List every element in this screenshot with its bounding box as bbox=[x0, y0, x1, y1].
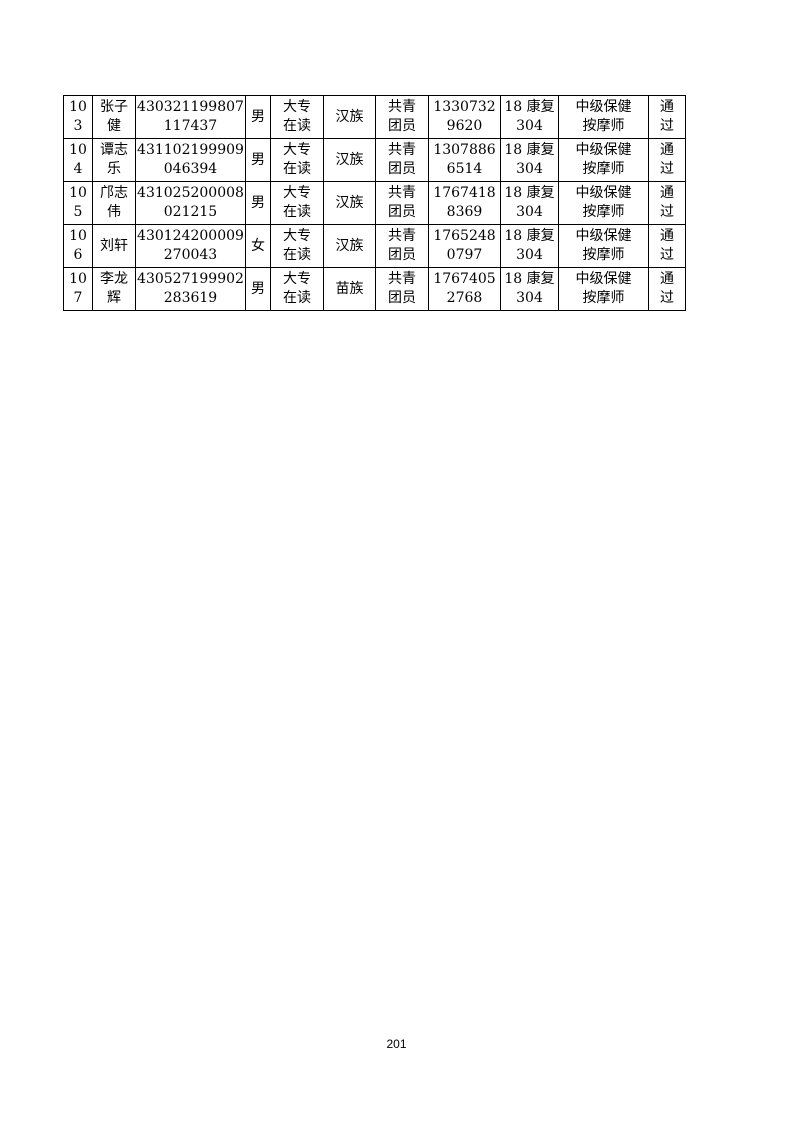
table-cell: 1767418 8369 bbox=[428, 181, 501, 225]
table-cell: 李龙 辉 bbox=[92, 267, 136, 311]
table-cell: 18 康复 304 bbox=[500, 181, 559, 225]
table-cell: 10 3 bbox=[63, 95, 93, 139]
table-cell: 通 过 bbox=[648, 267, 686, 311]
table-cell: 1765248 0797 bbox=[428, 224, 501, 268]
table-cell: 男 bbox=[245, 181, 271, 225]
table-row: 10 4 谭志 乐 431102199909 046394 男大专 在读 汉族 共青 团员… bbox=[63, 138, 686, 182]
table-cell: 大专 在读 bbox=[270, 267, 324, 311]
table-cell: 430124200009 270043 bbox=[135, 224, 246, 268]
table-cell: 1767405 2768 bbox=[428, 267, 501, 311]
table-cell: 汉族 bbox=[323, 138, 376, 182]
page-number: 201 bbox=[386, 1037, 407, 1051]
table-cell: 18 康复 304 bbox=[500, 95, 559, 139]
table-cell: 10 4 bbox=[63, 138, 93, 182]
table-cell: 10 6 bbox=[63, 224, 93, 268]
table-cell: 共青 团员 bbox=[375, 181, 429, 225]
table-cell: 刘轩 bbox=[92, 224, 136, 268]
table-cell: 430527199902 283619 bbox=[135, 267, 246, 311]
table-cell: 中级保健 按摩师 bbox=[558, 267, 649, 311]
roster-table: 10 3 张子 健 430321199807 117437 男大专 在读 汉族 共青 团员… bbox=[63, 95, 686, 311]
table-row: 10 6 刘轩 430124200009 270043 女大专 在读 汉族 共青 团员 17… bbox=[63, 224, 686, 268]
table-cell: 共青 团员 bbox=[375, 95, 429, 139]
table-cell: 汉族 bbox=[323, 95, 376, 139]
table-cell: 18 康复 304 bbox=[500, 267, 559, 311]
table-row: 10 3 张子 健 430321199807 117437 男大专 在读 汉族 共青 团员… bbox=[63, 95, 686, 139]
table-cell: 10 7 bbox=[63, 267, 93, 311]
table-cell: 汉族 bbox=[323, 224, 376, 268]
table-cell: 苗族 bbox=[323, 267, 376, 311]
table-cell: 中级保健 按摩师 bbox=[558, 181, 649, 225]
table-cell: 1307886 6514 bbox=[428, 138, 501, 182]
table-cell: 谭志 乐 bbox=[92, 138, 136, 182]
table-cell: 共青 团员 bbox=[375, 267, 429, 311]
table-cell: 共青 团员 bbox=[375, 138, 429, 182]
table-row: 10 5 邝志 伟 431025200008 021215 男大专 在读 汉族 共青 团员… bbox=[63, 181, 686, 225]
table-cell: 10 5 bbox=[63, 181, 93, 225]
table-row: 10 7 李龙 辉 430527199902 283619 男大专 在读 苗族 共青 团员… bbox=[63, 267, 686, 311]
table-cell: 通 过 bbox=[648, 181, 686, 225]
table-cell: 共青 团员 bbox=[375, 224, 429, 268]
table-cell: 430321199807 117437 bbox=[135, 95, 246, 139]
table-cell: 中级保健 按摩师 bbox=[558, 95, 649, 139]
table-cell: 中级保健 按摩师 bbox=[558, 224, 649, 268]
table-cell: 中级保健 按摩师 bbox=[558, 138, 649, 182]
table-cell: 大专 在读 bbox=[270, 224, 324, 268]
table-cell: 1330732 9620 bbox=[428, 95, 501, 139]
table-cell: 男 bbox=[245, 267, 271, 311]
table-cell: 邝志 伟 bbox=[92, 181, 136, 225]
roster-table-body: 10 3 张子 健 430321199807 117437 男大专 在读 汉族 共青 团员… bbox=[63, 95, 686, 311]
table-cell: 男 bbox=[245, 95, 271, 139]
table-cell: 张子 健 bbox=[92, 95, 136, 139]
table-cell: 汉族 bbox=[323, 181, 376, 225]
table-cell: 通 过 bbox=[648, 138, 686, 182]
table-cell: 大专 在读 bbox=[270, 138, 324, 182]
table-cell: 大专 在读 bbox=[270, 95, 324, 139]
table-cell: 通 过 bbox=[648, 95, 686, 139]
table-cell: 通 过 bbox=[648, 224, 686, 268]
table-cell: 18 康复 304 bbox=[500, 138, 559, 182]
table-cell: 大专 在读 bbox=[270, 181, 324, 225]
table-cell: 431025200008 021215 bbox=[135, 181, 246, 225]
table-cell: 431102199909 046394 bbox=[135, 138, 246, 182]
table-cell: 男 bbox=[245, 138, 271, 182]
table-cell: 18 康复 304 bbox=[500, 224, 559, 268]
table-cell: 女 bbox=[245, 224, 271, 268]
